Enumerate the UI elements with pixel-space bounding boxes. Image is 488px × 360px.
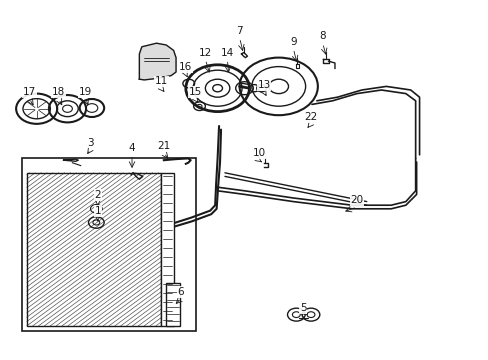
Text: 6: 6: [177, 287, 184, 297]
Polygon shape: [139, 43, 176, 80]
Text: 13: 13: [257, 80, 270, 90]
Text: 4: 4: [128, 143, 135, 153]
Text: 21: 21: [157, 141, 170, 151]
Text: 8: 8: [319, 31, 325, 41]
Text: 19: 19: [79, 87, 92, 97]
Text: 7: 7: [236, 26, 243, 36]
Text: 22: 22: [303, 112, 317, 122]
Text: 5: 5: [299, 303, 306, 313]
Bar: [22, 158, 195, 331]
Text: 10: 10: [252, 148, 265, 158]
Text: 3: 3: [87, 138, 94, 148]
Bar: [27, 173, 161, 326]
Text: 2: 2: [94, 190, 101, 200]
Text: 1: 1: [94, 206, 101, 216]
Circle shape: [268, 79, 288, 94]
Text: 12: 12: [198, 48, 212, 58]
Text: 11: 11: [154, 76, 168, 86]
Bar: [27, 173, 161, 326]
Bar: [161, 173, 173, 326]
Text: 16: 16: [179, 62, 192, 72]
Circle shape: [212, 85, 222, 92]
Text: 17: 17: [22, 87, 36, 97]
Text: 20: 20: [350, 195, 363, 205]
Text: 9: 9: [289, 37, 296, 47]
Text: 15: 15: [188, 87, 202, 97]
Bar: [166, 283, 180, 326]
Text: 18: 18: [52, 87, 65, 97]
Text: 14: 14: [220, 48, 234, 58]
